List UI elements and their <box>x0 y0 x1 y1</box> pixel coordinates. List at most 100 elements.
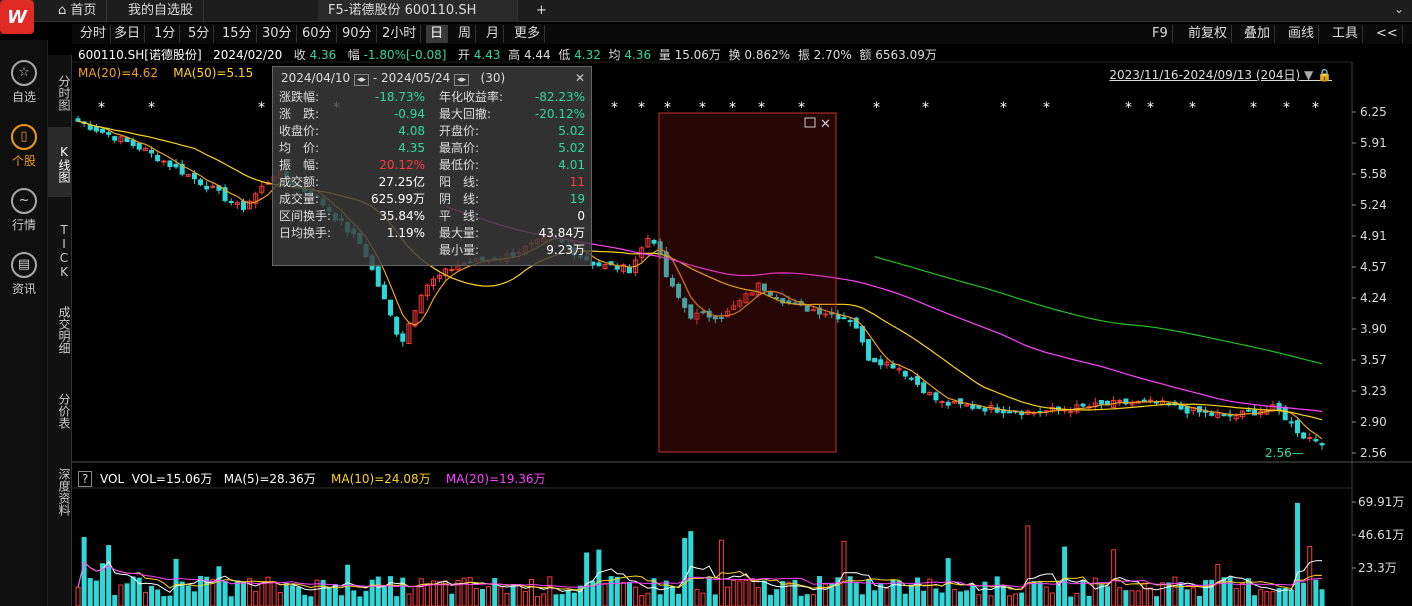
tab-home[interactable]: ⌂ 首页 <box>48 0 108 22</box>
tool-1[interactable]: 前复权 <box>1184 25 1233 43</box>
period-12[interactable]: 更多 <box>510 25 546 43</box>
volume-bar <box>253 591 259 606</box>
candle-body <box>964 404 970 407</box>
period-5[interactable]: 30分 <box>258 25 297 43</box>
candle-body <box>1319 443 1325 446</box>
period-1[interactable]: 多日 <box>110 25 146 43</box>
step-arrows-icon[interactable]: ◂▸ <box>454 74 470 86</box>
step-arrows-icon[interactable]: ◂▸ <box>354 74 370 86</box>
event-marker: * <box>1189 100 1196 116</box>
volume-bar <box>608 576 614 606</box>
period-0[interactable]: 分时 <box>76 25 112 43</box>
tab-price-table[interactable]: 分价表 <box>57 393 71 429</box>
sidebar-item-stock[interactable]: ▯ 个股 <box>0 118 48 174</box>
period-4[interactable]: 15分 <box>218 25 257 43</box>
candle-body <box>823 313 829 316</box>
low-label: 低 <box>558 48 571 62</box>
popup-left-label: 振 幅: <box>279 158 320 172</box>
vol-ma10-line <box>77 561 1323 591</box>
volume-bar <box>884 587 890 606</box>
candle-body <box>228 201 234 204</box>
stock-icon: ▯ <box>11 124 37 150</box>
volume-bar <box>663 580 669 606</box>
date-range-selector[interactable]: 2023/11/16-2024/09/13 (204日) ▼ 🔒 <box>1109 68 1332 82</box>
sidebar-item-market[interactable]: ~ 行情 <box>0 182 48 238</box>
candle-body <box>388 299 394 316</box>
tool-3[interactable]: 画线 <box>1284 25 1320 43</box>
volume-bar <box>951 588 957 606</box>
volume-bar <box>185 585 191 606</box>
volume-bar <box>847 576 853 606</box>
candle-body <box>1123 398 1129 405</box>
volume-bar <box>179 581 185 606</box>
candle-body <box>866 339 872 361</box>
tool-2[interactable]: 叠加 <box>1240 25 1276 43</box>
help-icon[interactable]: ? <box>78 471 93 487</box>
ma-legend: MA(20)=4.62 MA(50)=5.15 <box>78 66 253 80</box>
tool-4[interactable]: 工具 <box>1328 25 1364 43</box>
tab-tick[interactable]: TICK <box>57 223 71 279</box>
candle-body <box>816 307 822 315</box>
candle-body <box>884 361 890 366</box>
volume-bar <box>1129 590 1135 606</box>
event-marker: * <box>1283 100 1290 116</box>
popup-right-label: 平 线: <box>439 209 480 223</box>
sidebar-item-favorites[interactable]: ☆ 自选 <box>0 54 48 110</box>
volume-bar <box>87 578 93 606</box>
volume-bar <box>161 596 167 606</box>
period-11[interactable]: 月 <box>482 25 505 43</box>
volume-bar <box>859 594 865 606</box>
period-10[interactable]: 周 <box>454 25 477 43</box>
candle-body <box>737 300 743 307</box>
popup-right-label: 最小量: <box>439 243 480 257</box>
add-tab-button[interactable]: + <box>536 3 547 18</box>
candle-body <box>951 400 957 404</box>
amount-value: 6563.09万 <box>875 48 937 62</box>
tool-5[interactable]: << <box>1372 25 1403 43</box>
candle-body <box>430 278 436 286</box>
tab-stock-f5[interactable]: F5-诺德股份 600110.SH <box>318 0 518 22</box>
volume-bar <box>1184 589 1190 606</box>
volume-bar <box>1141 582 1147 606</box>
volume-bar <box>1068 596 1074 606</box>
volume-bar <box>1037 582 1043 606</box>
candle-body <box>375 266 381 287</box>
volume-bar <box>816 576 822 606</box>
volume-bar <box>400 577 406 606</box>
period-7[interactable]: 90分 <box>338 25 377 43</box>
volume-bar <box>657 594 663 606</box>
chevron-down-icon[interactable]: ⌄ <box>1393 2 1404 16</box>
candle-body <box>136 142 142 150</box>
candle-body <box>994 407 1000 413</box>
period-2[interactable]: 1分 <box>150 25 181 43</box>
volume-bar <box>633 586 639 606</box>
tab-deep-info[interactable]: 深度资料 <box>57 468 71 516</box>
candle-body <box>890 363 896 369</box>
volume-bar <box>565 590 571 606</box>
volume-bar <box>259 581 265 606</box>
volume-bar <box>234 580 240 606</box>
volume-bar <box>240 582 246 606</box>
volume-bar <box>93 580 99 606</box>
vol-indicator-name[interactable]: VOL <box>100 472 125 486</box>
tab-watchlist[interactable]: 我的自选股 <box>118 0 205 22</box>
period-9[interactable]: 日 <box>426 25 449 43</box>
popup-right-value: -20.12% <box>534 107 585 121</box>
volume-bar <box>651 578 657 606</box>
volume-bar <box>289 585 295 606</box>
period-6[interactable]: 60分 <box>298 25 337 43</box>
volume-bar <box>1245 578 1251 606</box>
close-icon[interactable]: ✕ <box>575 71 586 85</box>
app-logo[interactable]: W <box>0 0 34 34</box>
volume-bar <box>296 586 302 606</box>
tab-intraday[interactable]: 分时图 <box>57 75 71 111</box>
popup-right-value: 0 <box>577 209 585 223</box>
tab-kline[interactable]: K线图 <box>48 127 72 197</box>
tool-0[interactable]: F9 <box>1148 25 1173 43</box>
sidebar-item-news[interactable]: ▤ 资讯 <box>0 246 48 302</box>
tab-trade-detail[interactable]: 成交明细 <box>57 306 71 354</box>
period-3[interactable]: 5分 <box>184 25 215 43</box>
period-8[interactable]: 2小时 <box>378 25 422 43</box>
popup-left-value: 4.08 <box>398 124 425 138</box>
